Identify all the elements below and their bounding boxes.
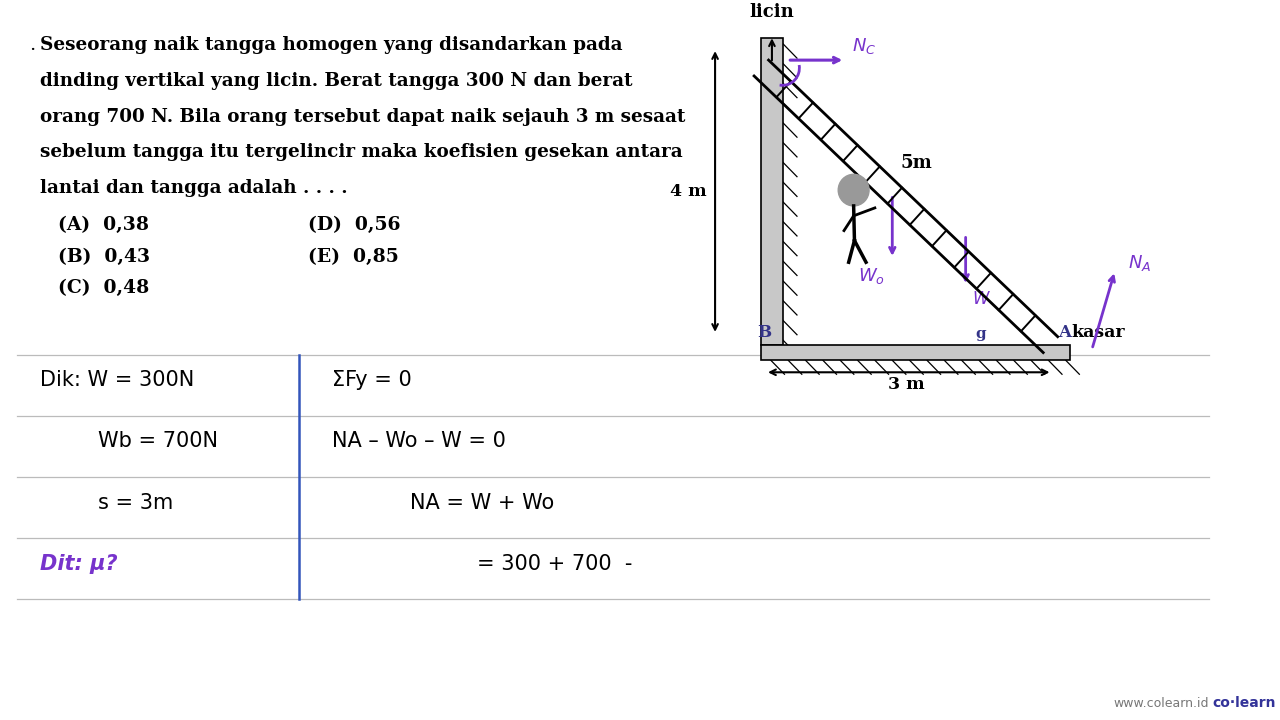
Text: dinding vertikal yang licin. Berat tangga 300 N dan berat: dinding vertikal yang licin. Berat tangg… xyxy=(41,72,634,90)
Text: orang 700 N. Bila orang tersebut dapat naik sejauh 3 m sesaat: orang 700 N. Bila orang tersebut dapat n… xyxy=(41,107,686,125)
Text: B: B xyxy=(758,324,772,341)
Text: ΣFy = 0: ΣFy = 0 xyxy=(333,370,412,390)
Text: (C)  0,48: (C) 0,48 xyxy=(58,279,148,297)
Text: Wb = 700N: Wb = 700N xyxy=(99,431,219,451)
Text: g: g xyxy=(975,327,987,341)
Circle shape xyxy=(838,174,869,206)
Text: Seseorang naik tangga homogen yang disandarkan pada: Seseorang naik tangga homogen yang disan… xyxy=(41,37,623,55)
Text: $W_o$: $W_o$ xyxy=(858,266,884,286)
Text: NA – Wo – W = 0: NA – Wo – W = 0 xyxy=(333,431,507,451)
Text: NA = W + Wo: NA = W + Wo xyxy=(410,492,554,513)
Text: licin: licin xyxy=(750,3,795,21)
Text: 4 m: 4 m xyxy=(669,183,707,200)
Text: 5m: 5m xyxy=(900,154,932,172)
Text: A: A xyxy=(1059,324,1071,341)
Text: $W$: $W$ xyxy=(973,290,991,308)
Text: s = 3m: s = 3m xyxy=(99,492,174,513)
Text: (D)  0,56: (D) 0,56 xyxy=(308,216,401,234)
Text: www.colearn.id: www.colearn.id xyxy=(1114,697,1210,710)
Text: .: . xyxy=(29,37,35,55)
Text: sebelum tangga itu tergelincir maka koefisien gesekan antara: sebelum tangga itu tergelincir maka koef… xyxy=(41,143,684,161)
Text: (E)  0,85: (E) 0,85 xyxy=(308,248,399,266)
Text: Dit: μ?: Dit: μ? xyxy=(41,554,118,574)
Text: (B)  0,43: (B) 0,43 xyxy=(58,248,150,266)
Bar xyxy=(762,38,782,345)
Text: Dik: W = 300N: Dik: W = 300N xyxy=(41,370,195,390)
Text: lantai dan tangga adalah . . . .: lantai dan tangga adalah . . . . xyxy=(41,179,348,197)
Text: 3 m: 3 m xyxy=(887,377,924,393)
Text: (A)  0,38: (A) 0,38 xyxy=(58,216,148,234)
Text: co·learn: co·learn xyxy=(1212,696,1276,710)
Text: $N_A$: $N_A$ xyxy=(1128,253,1151,273)
Text: $N_C$: $N_C$ xyxy=(852,36,876,56)
Text: kasar: kasar xyxy=(1071,324,1125,341)
Text: = 300 + 700  -: = 300 + 700 - xyxy=(477,554,632,574)
Bar xyxy=(762,345,1070,361)
